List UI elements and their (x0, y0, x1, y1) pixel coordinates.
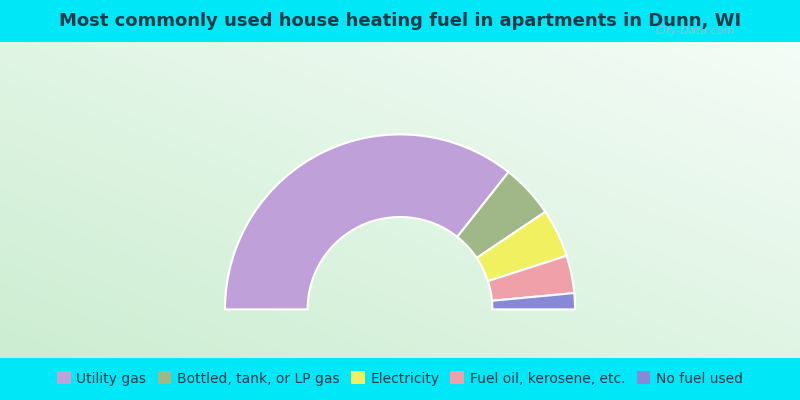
Wedge shape (458, 172, 546, 258)
Text: City-Data.com: City-Data.com (656, 26, 735, 36)
Text: Most commonly used house heating fuel in apartments in Dunn, WI: Most commonly used house heating fuel in… (59, 12, 741, 30)
Wedge shape (225, 134, 509, 309)
Legend: Utility gas, Bottled, tank, or LP gas, Electricity, Fuel oil, kerosene, etc., No: Utility gas, Bottled, tank, or LP gas, E… (57, 372, 743, 386)
Wedge shape (477, 212, 566, 281)
Wedge shape (492, 293, 575, 309)
Wedge shape (488, 256, 574, 301)
